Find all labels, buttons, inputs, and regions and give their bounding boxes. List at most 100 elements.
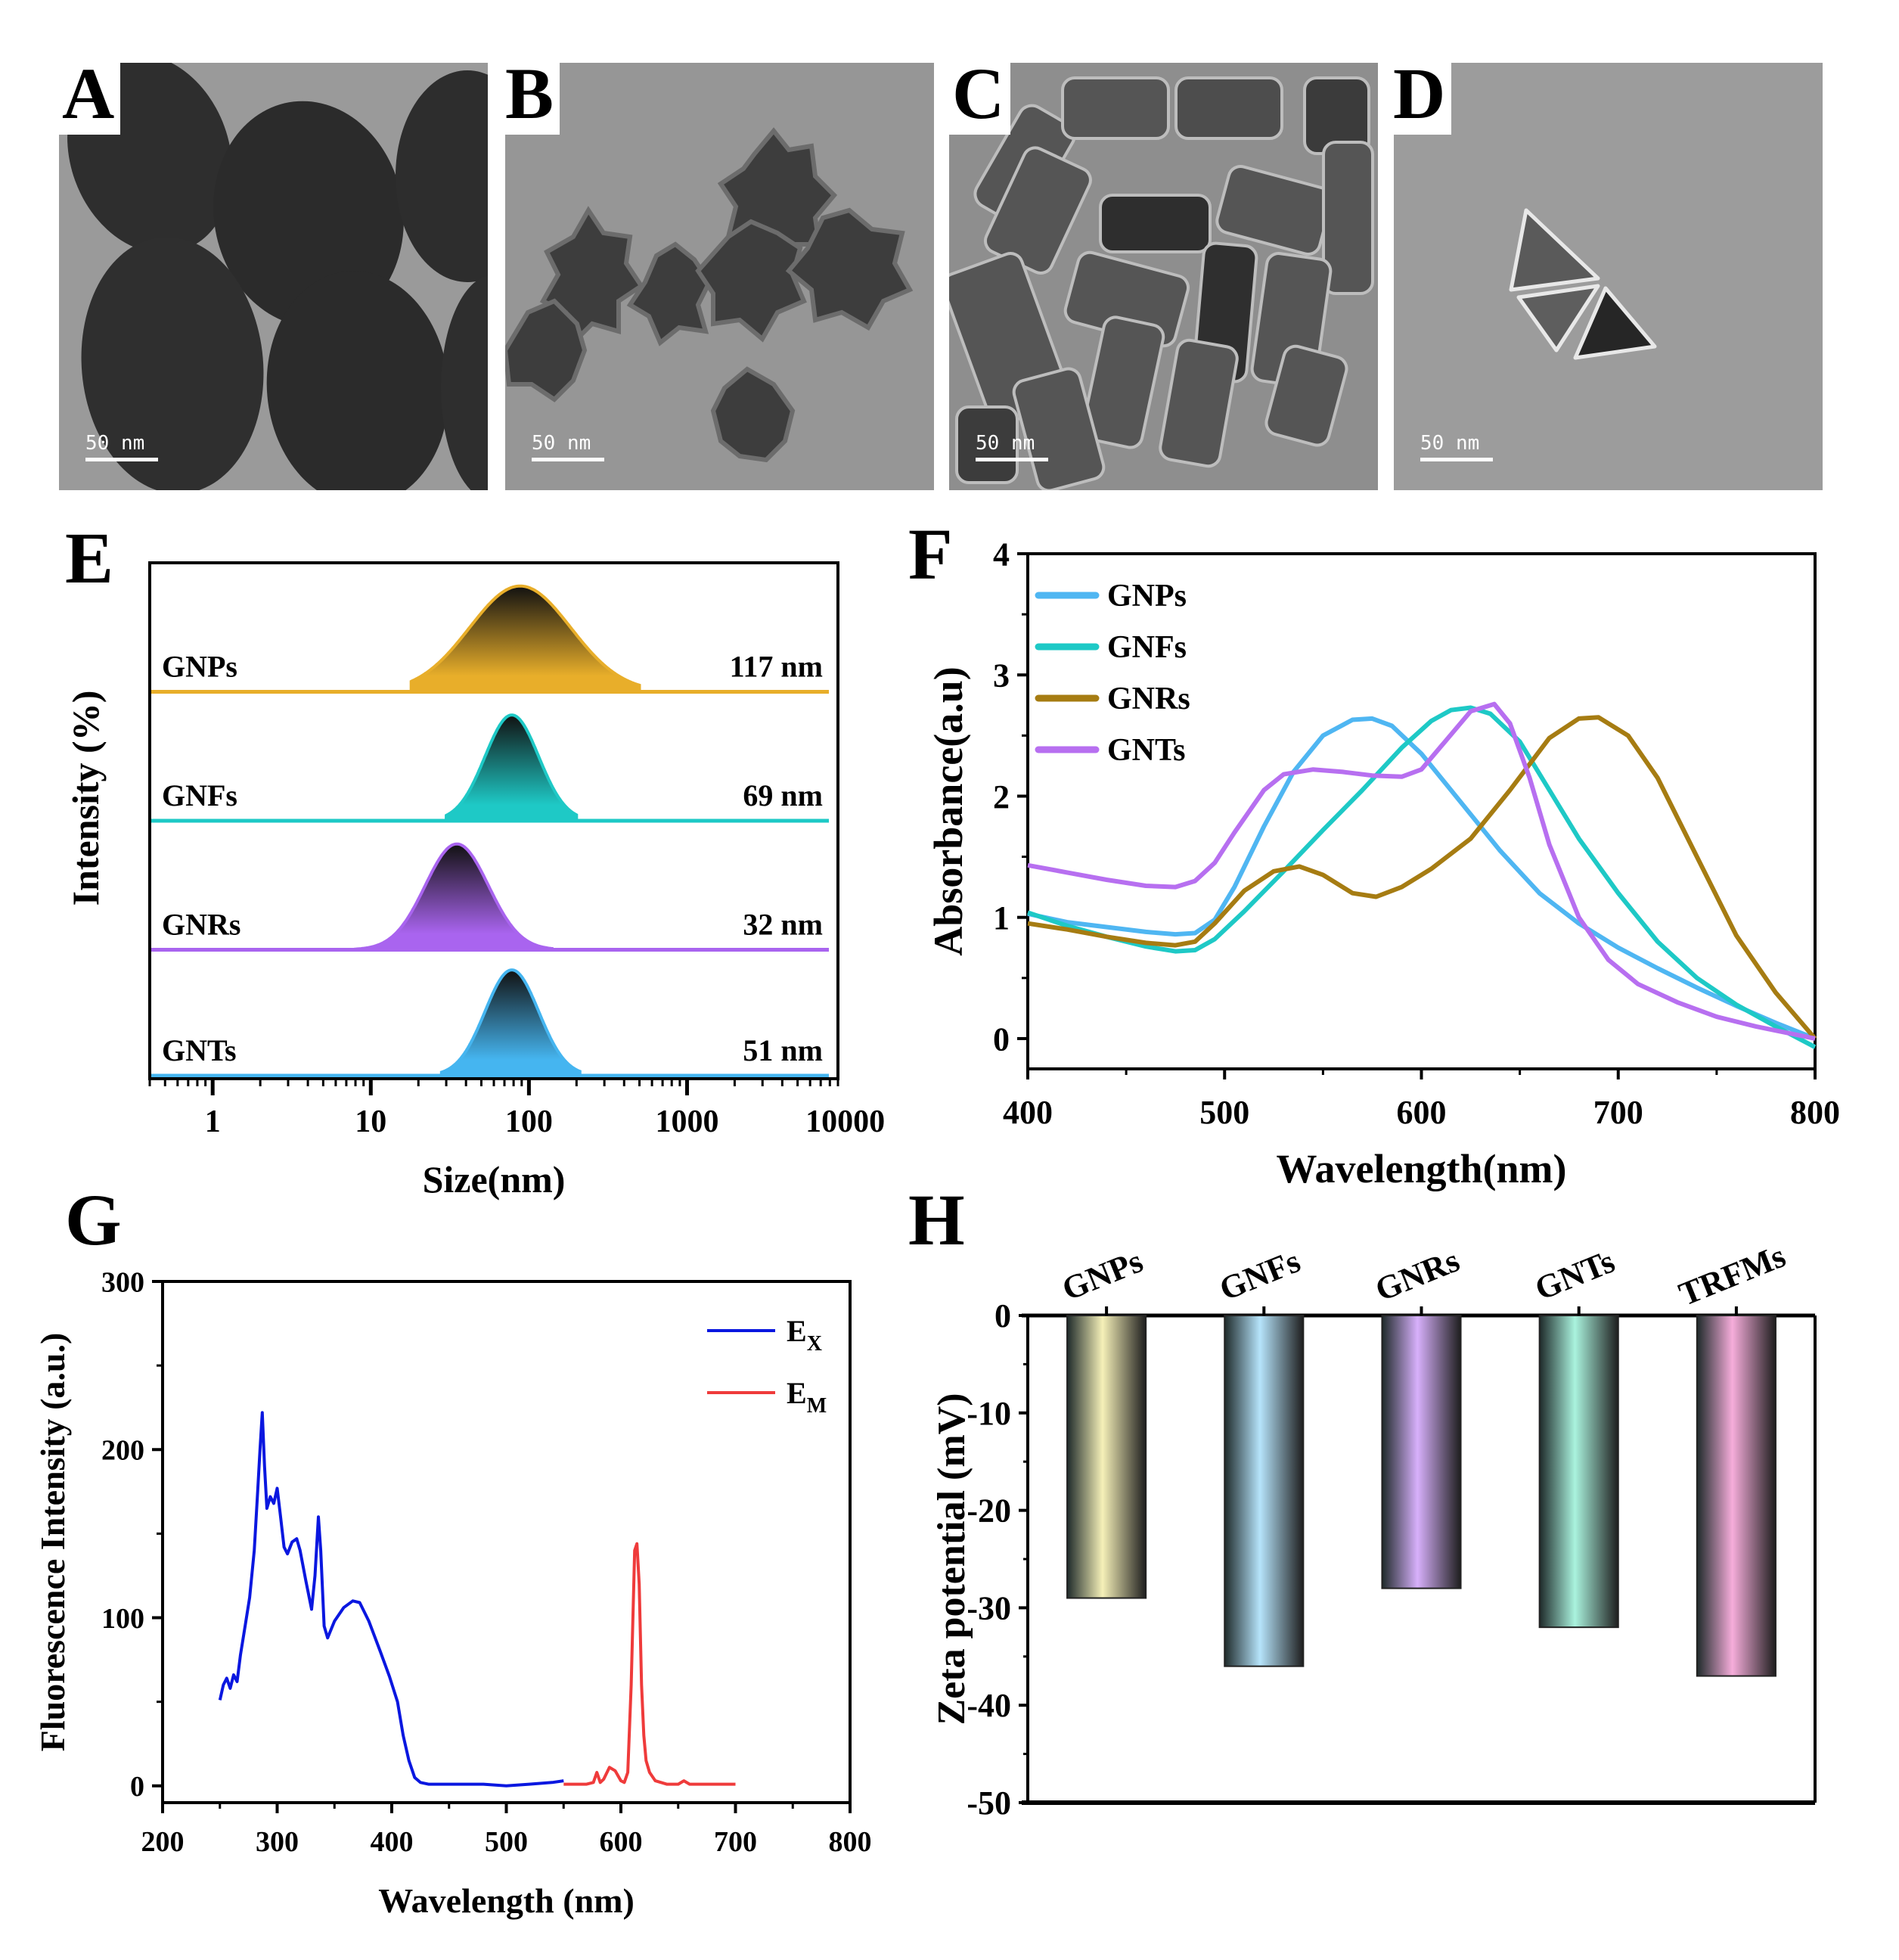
series-label: GNFs xyxy=(162,778,237,812)
bar-trfms xyxy=(1696,1315,1776,1677)
panel-label-h: H xyxy=(904,1184,970,1256)
y-tick-label: 0 xyxy=(993,1020,1010,1058)
category-label: GNPs xyxy=(1057,1242,1147,1308)
x-axis-label: Wavelength(nm) xyxy=(1277,1146,1567,1191)
category-label: TRFMs xyxy=(1674,1237,1790,1312)
size-label: 51 nm xyxy=(743,1033,823,1067)
x-tick-label: 10 xyxy=(355,1104,386,1139)
nanoflowers-illustration xyxy=(505,127,914,463)
x-tick-label: 100 xyxy=(505,1104,553,1139)
tem-image-gnfs: 50 nm xyxy=(505,63,934,490)
y-tick-label: 2 xyxy=(993,778,1010,815)
panel-label-a: A xyxy=(59,53,121,135)
series-line-e-m xyxy=(563,1542,736,1786)
tem-image-gnts: 50 nm xyxy=(1394,63,1823,490)
y-tick-label: -20 xyxy=(967,1493,1011,1530)
bar-gnrs xyxy=(1381,1315,1462,1589)
series-line-gnfs xyxy=(1027,705,1817,1049)
chart-fluorescence-spectra: 200 300 400 500 600 700 800 0 100 200 300 Wavelengt… xyxy=(33,1266,872,1920)
y-tick-label: 100 xyxy=(101,1603,144,1635)
chart-uv-vis-absorbance: 400 500 600 700 800 0 1 2 3 4 Wavelength(nm) Absorb… xyxy=(926,536,1840,1191)
size-label: 117 nm xyxy=(730,650,823,684)
y-tick-label: 1 xyxy=(993,899,1010,937)
y-tick-label: 4 xyxy=(993,536,1010,573)
y-tick-label: -40 xyxy=(967,1687,1011,1724)
legend-label: GNFs xyxy=(1107,630,1187,665)
x-tick-label: 200 xyxy=(141,1826,185,1858)
series-line-gnps xyxy=(1027,716,1817,1041)
scale-bar-label: 50 nm xyxy=(85,432,145,455)
y-tick-label: 300 xyxy=(101,1266,144,1298)
size-label: 69 nm xyxy=(743,778,823,812)
x-tick-label: 700 xyxy=(714,1826,757,1858)
series-label: GNPs xyxy=(162,650,237,684)
size-label: 32 nm xyxy=(743,908,823,942)
tem-image-gnrs: 50 nm xyxy=(949,63,1378,490)
legend-label: EX xyxy=(787,1314,822,1356)
distribution-gnps xyxy=(409,584,641,694)
panel-label-c: C xyxy=(949,53,1011,135)
scale-bar: 50 nm xyxy=(1420,432,1493,461)
scale-bar-label: 50 nm xyxy=(976,432,1035,455)
scale-bar: 50 nm xyxy=(532,432,604,461)
scale-bar-label: 50 nm xyxy=(1420,432,1480,455)
panel-label-d: D xyxy=(1390,53,1452,135)
panel-label-g: G xyxy=(61,1184,126,1256)
x-tick-label: 300 xyxy=(256,1826,299,1858)
scale-bar: 50 nm xyxy=(85,432,158,461)
legend-label: EM xyxy=(787,1376,827,1418)
x-axis-label: Size(nm) xyxy=(423,1158,566,1201)
y-tick-label: 200 xyxy=(101,1435,144,1467)
panel-label-e: E xyxy=(61,522,119,595)
scale-bar-line xyxy=(1420,458,1493,461)
plot-frame xyxy=(161,1280,852,1804)
x-tick-label: 500 xyxy=(1199,1094,1249,1131)
chart-zeta-potential: 0 -10 -20 -30 -40 -50 GNPs GNFs GNRs GNTs TRFMs Zet… xyxy=(930,1237,1817,1822)
x-tick-label: 600 xyxy=(1397,1094,1447,1131)
scale-bar: 50 nm xyxy=(976,432,1048,461)
bar-gnps xyxy=(1066,1315,1147,1599)
bar-gnfs xyxy=(1224,1315,1305,1667)
x-tick-label: 400 xyxy=(371,1826,414,1858)
distribution-gnts xyxy=(439,968,582,1077)
x-tick-label: 500 xyxy=(485,1826,528,1858)
chart-dls-size-distribution: GNPs 117 nm GNFs 69 nm GNRs 32 nm GNTs 51 nm 1 10… xyxy=(64,561,885,1201)
legend-label: GNPs xyxy=(1107,579,1187,613)
distribution-gnfs xyxy=(445,713,579,822)
x-tick-label: 400 xyxy=(1003,1094,1053,1131)
y-tick-label: -30 xyxy=(967,1589,1011,1626)
series-label: GNRs xyxy=(162,908,240,942)
tem-image-gnps: 50 nm xyxy=(59,63,488,490)
distribution-gnrs xyxy=(353,842,554,952)
x-tick-label: 700 xyxy=(1593,1094,1643,1131)
y-tick-label: 0 xyxy=(130,1771,144,1803)
x-tick-label: 600 xyxy=(600,1826,643,1858)
nanorods-illustration xyxy=(949,76,1374,490)
y-tick-label: -50 xyxy=(967,1785,1011,1822)
scale-bar-line xyxy=(976,458,1048,461)
x-tick-label: 800 xyxy=(1790,1094,1840,1131)
y-tick-label: 0 xyxy=(994,1297,1011,1334)
panel-label-b: B xyxy=(502,53,560,135)
y-tick-label: -10 xyxy=(967,1395,1011,1432)
legend-label-main: E xyxy=(787,1376,807,1410)
x-tick-label: 800 xyxy=(829,1826,872,1858)
legend-label-subscript: M xyxy=(807,1394,827,1418)
x-axis-label: Wavelength (nm) xyxy=(378,1881,635,1920)
legend-label: GNRs xyxy=(1107,682,1190,716)
category-label: GNTs xyxy=(1530,1243,1620,1308)
scale-bar-line xyxy=(85,458,158,461)
series-label: GNTs xyxy=(162,1033,237,1067)
series-line-e-x xyxy=(218,1411,564,1788)
series-line-gnts xyxy=(1027,701,1816,1041)
y-axis-label: Intensity (%) xyxy=(64,691,107,906)
y-axis-label: Zeta potential (mV) xyxy=(930,1393,973,1725)
panel-label-f: F xyxy=(904,518,957,591)
scale-bar-line xyxy=(532,458,604,461)
scale-bar-label: 50 nm xyxy=(532,432,591,455)
bar-gnts xyxy=(1538,1315,1619,1629)
nanoparticle-spheres-illustration xyxy=(67,63,488,490)
series-line-gnrs xyxy=(1027,715,1817,1040)
nanotriangles-illustration xyxy=(1509,208,1657,360)
legend-label: GNTs xyxy=(1107,733,1186,768)
